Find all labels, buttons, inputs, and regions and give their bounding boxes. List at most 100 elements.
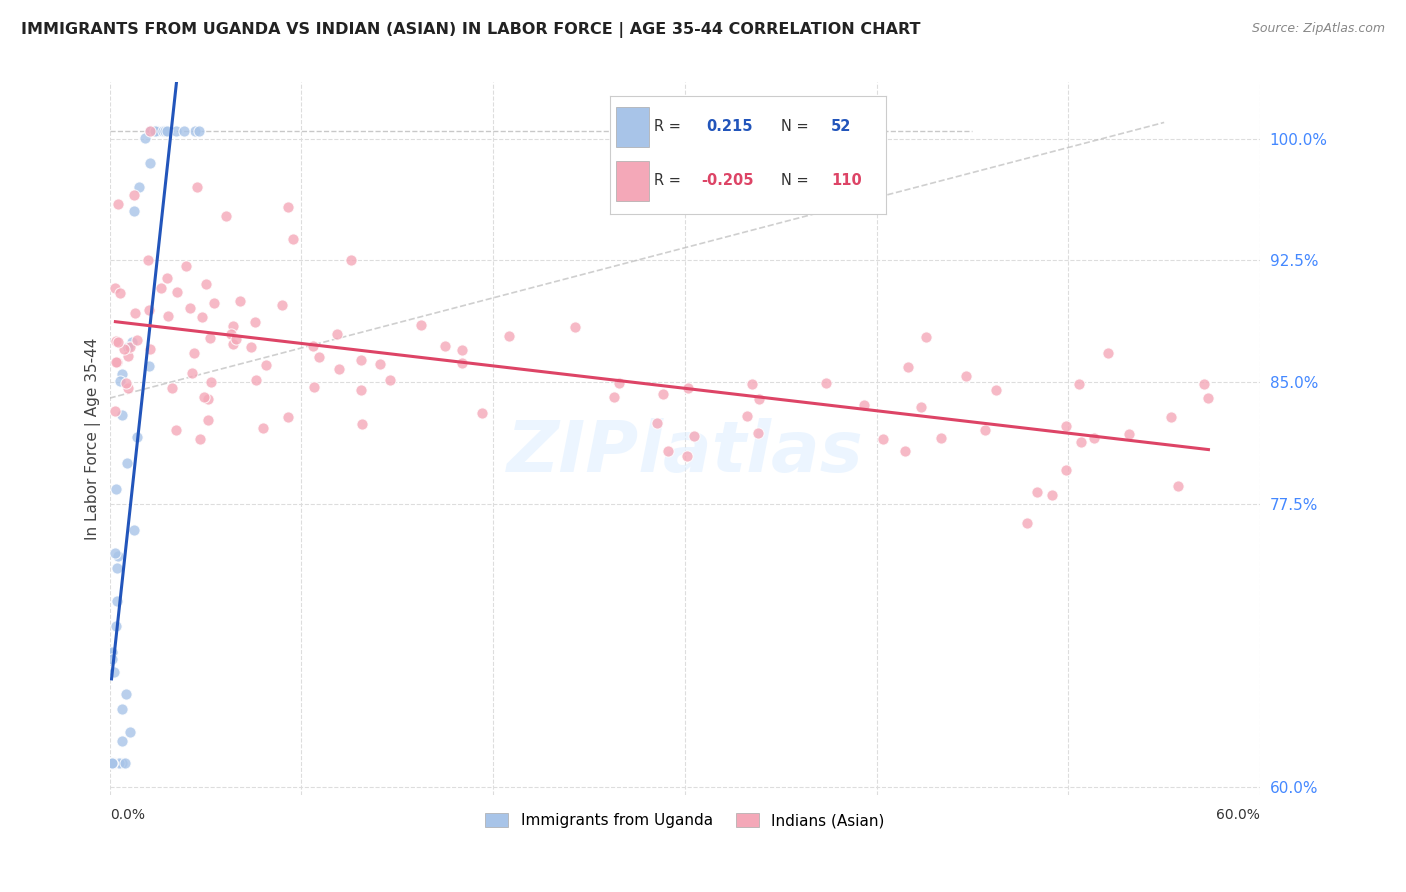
Point [107, 549, 129, 563]
Text: ZIPlatlas: ZIPlatlas [506, 418, 863, 487]
Point [155, 271, 177, 285]
Point [101, 756, 124, 770]
Point [283, 232, 305, 246]
Point [1083, 431, 1105, 445]
Point [1054, 463, 1077, 477]
Point [125, 334, 148, 348]
Point [100, 756, 122, 770]
Point [657, 444, 679, 458]
Point [814, 376, 837, 390]
Text: 0.0%: 0.0% [110, 808, 145, 822]
Point [191, 310, 214, 325]
Point [368, 357, 391, 371]
Point [124, 306, 146, 320]
Point [1042, 488, 1064, 502]
Point [350, 417, 373, 432]
Point [153, 123, 176, 137]
Point [104, 483, 127, 497]
Point [910, 400, 932, 414]
Point [166, 285, 188, 300]
Point [111, 702, 134, 716]
Point [143, 123, 166, 137]
Point [1054, 418, 1077, 433]
Point [107, 594, 129, 608]
Point [138, 359, 160, 374]
Point [104, 619, 127, 633]
Point [105, 355, 128, 369]
Point [271, 298, 294, 312]
Point [138, 302, 160, 317]
Point [183, 346, 205, 360]
Point [219, 326, 242, 341]
Point [111, 756, 134, 770]
Point [101, 756, 124, 770]
Point [108, 286, 131, 301]
Point [165, 423, 187, 437]
Point [433, 338, 456, 352]
Point [149, 280, 172, 294]
Point [1097, 345, 1119, 359]
Point [741, 377, 763, 392]
Point [100, 652, 122, 666]
Text: Source: ZipAtlas.com: Source: ZipAtlas.com [1251, 22, 1385, 36]
Point [915, 329, 938, 343]
Point [139, 123, 162, 137]
Point [894, 444, 917, 458]
Point [747, 425, 769, 440]
Point [409, 318, 432, 332]
Point [197, 413, 219, 427]
Legend: Immigrants from Uganda, Indians (Asian): Immigrants from Uganda, Indians (Asian) [479, 807, 890, 834]
Y-axis label: In Labor Force | Age 35-44: In Labor Force | Age 35-44 [86, 337, 101, 540]
Point [450, 343, 472, 357]
Point [117, 381, 139, 395]
Point [111, 409, 134, 423]
Point [188, 432, 211, 446]
Point [122, 523, 145, 537]
Point [737, 409, 759, 423]
Point [101, 756, 124, 770]
Point [103, 665, 125, 679]
Point [897, 359, 920, 374]
Point [254, 359, 277, 373]
Point [973, 423, 995, 437]
Point [245, 315, 267, 329]
Point [228, 294, 250, 309]
Point [105, 355, 128, 369]
Point [304, 380, 326, 394]
Point [111, 367, 134, 381]
Point [145, 123, 167, 137]
Point [124, 203, 146, 218]
Point [105, 560, 128, 574]
Point [100, 756, 122, 770]
Point [195, 277, 218, 292]
Point [101, 756, 124, 770]
Point [100, 646, 122, 660]
Point [136, 252, 159, 267]
Point [1197, 391, 1219, 405]
Point [748, 392, 770, 406]
Point [139, 343, 162, 357]
Point [564, 319, 586, 334]
Point [101, 756, 124, 770]
Point [675, 450, 697, 464]
Point [222, 336, 245, 351]
Point [174, 259, 197, 273]
Point [682, 429, 704, 443]
Point [340, 252, 363, 267]
Point [156, 309, 179, 323]
Point [651, 386, 673, 401]
Point [193, 390, 215, 404]
Point [277, 410, 299, 425]
Point [104, 334, 127, 348]
Point [165, 123, 187, 137]
Point [112, 342, 135, 356]
Point [138, 155, 160, 169]
Point [955, 369, 977, 384]
Point [1069, 377, 1091, 392]
Point [276, 200, 298, 214]
Point [326, 327, 349, 342]
Point [1194, 376, 1216, 391]
Point [115, 376, 138, 391]
Point [197, 392, 219, 407]
Point [122, 188, 145, 202]
